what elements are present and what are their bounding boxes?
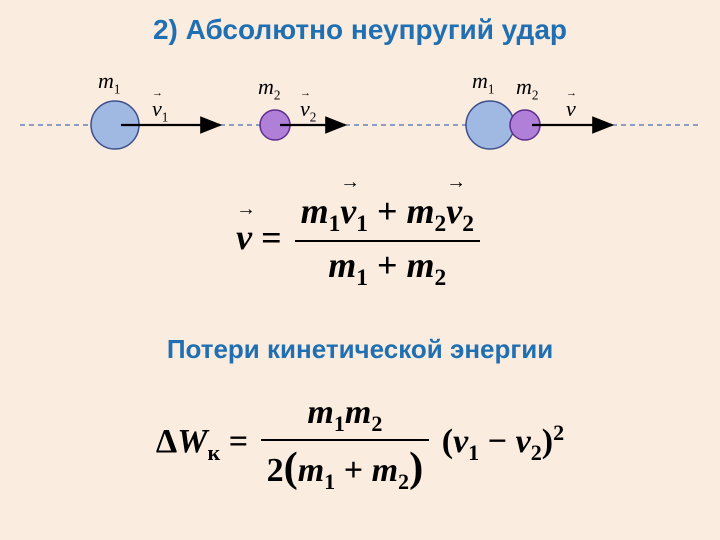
- energy-loss-formula: ΔWк = m1m2 2(m1 + m2) (v1 − v2)2: [0, 394, 720, 495]
- label-m2-before: m2: [258, 74, 280, 103]
- label-m2-after: m2: [516, 74, 538, 103]
- label-m1-after: m1: [472, 68, 494, 97]
- label-v1: →v1: [152, 96, 168, 125]
- subtitle: Потери кинетической энергии: [0, 334, 720, 365]
- label-m1-before: m1: [98, 68, 120, 97]
- slide: 2) Абсолютно неупругий удар m1 →v1 m2 →v…: [0, 0, 720, 540]
- label-v-after: →v: [566, 96, 576, 122]
- slide-title: 2) Абсолютно неупругий удар: [0, 14, 720, 46]
- velocity-formula: →v = m1→v1 + m2→v2 m1 + m2: [0, 190, 720, 292]
- label-v2: →v2: [300, 96, 316, 125]
- collision-diagram: m1 →v1 m2 →v2 m1 m2 →v: [0, 60, 720, 170]
